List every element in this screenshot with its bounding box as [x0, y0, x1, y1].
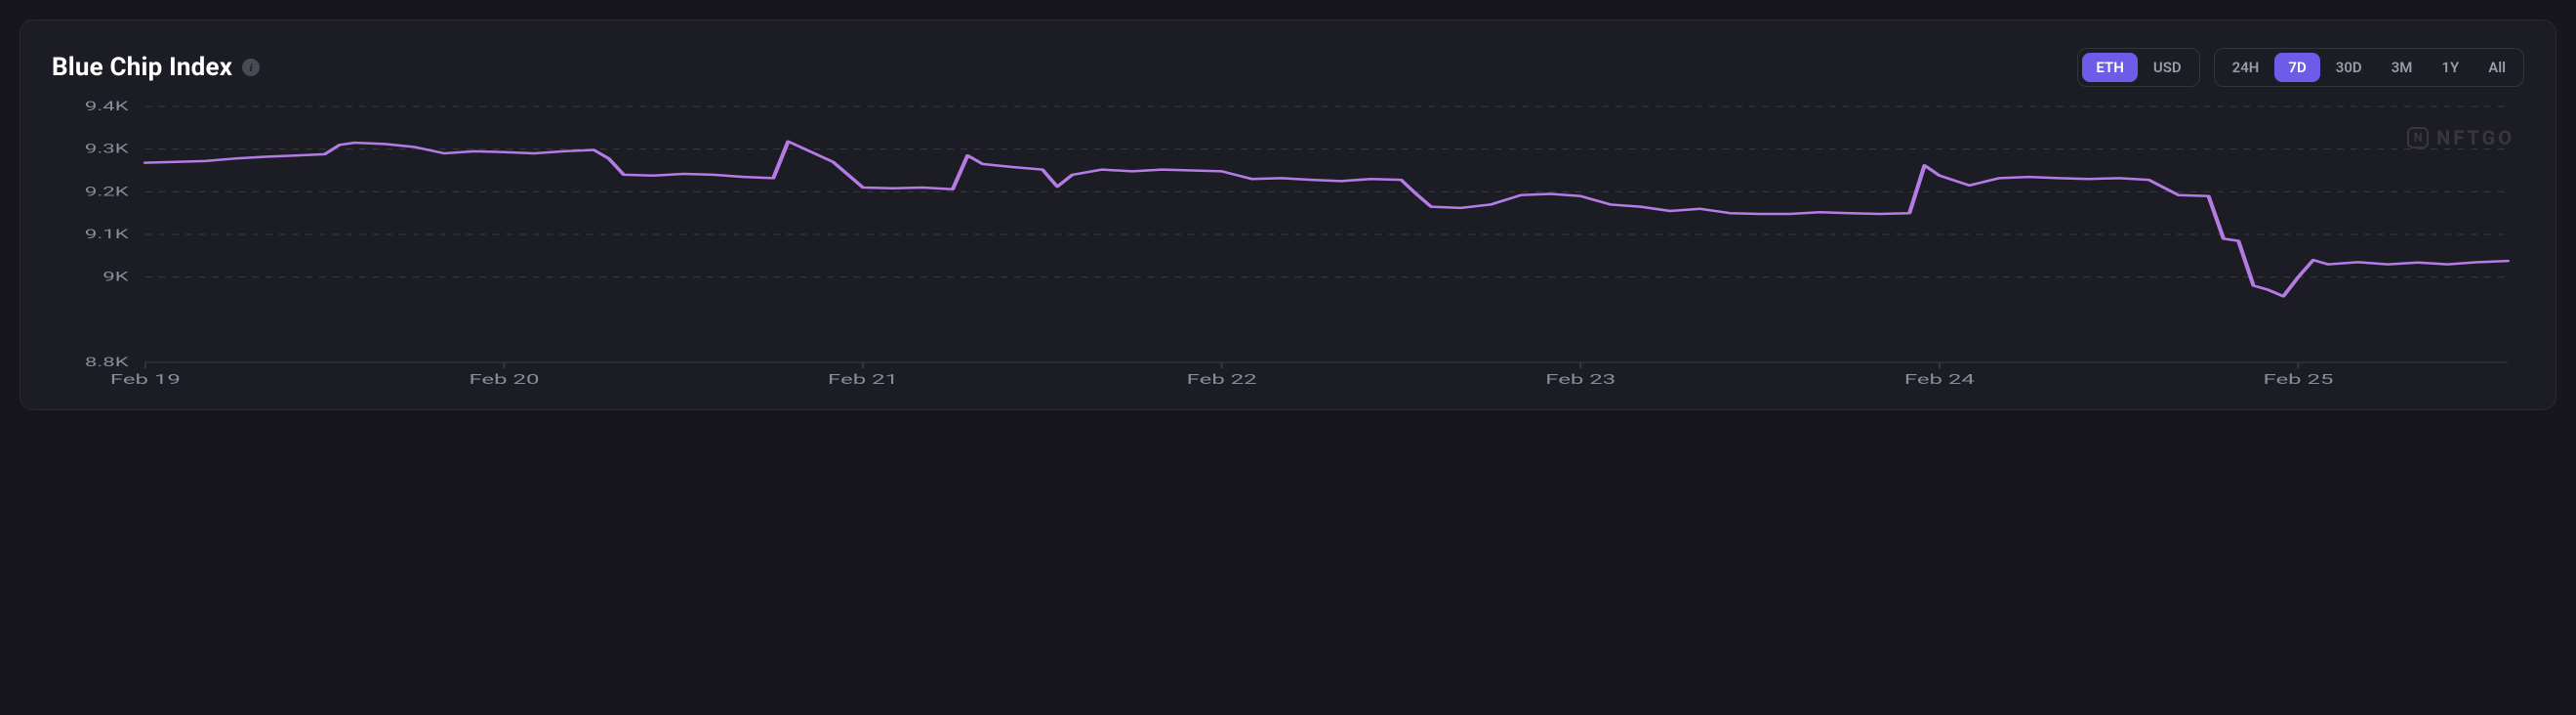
range-option-24h[interactable]: 24H: [2219, 53, 2273, 82]
currency-toggle: ETHUSD: [2077, 48, 2199, 87]
chart-area: N NFTGO 8.8K9K9.1K9.2K9.3K9.4KFeb 19Feb …: [52, 99, 2524, 392]
card-header: Blue Chip Index i ETHUSD 24H7D30D3M1YAll: [52, 48, 2524, 87]
blue-chip-index-card: Blue Chip Index i ETHUSD 24H7D30D3M1YAll…: [20, 20, 2556, 410]
svg-text:9.1K: 9.1K: [85, 228, 130, 242]
currency-option-eth[interactable]: ETH: [2082, 53, 2137, 82]
svg-text:Feb 19: Feb 19: [110, 371, 181, 387]
controls: ETHUSD 24H7D30D3M1YAll: [2077, 48, 2524, 87]
svg-text:9.3K: 9.3K: [85, 142, 130, 156]
range-toggle: 24H7D30D3M1YAll: [2214, 48, 2524, 87]
svg-text:9K: 9K: [102, 270, 129, 284]
info-icon[interactable]: i: [242, 59, 260, 76]
svg-text:Feb 22: Feb 22: [1187, 371, 1257, 387]
svg-text:Feb 23: Feb 23: [1545, 371, 1615, 387]
card-title: Blue Chip Index: [52, 53, 232, 82]
svg-text:9.4K: 9.4K: [85, 100, 130, 114]
svg-text:Feb 24: Feb 24: [1904, 371, 1975, 387]
line-chart: 8.8K 9K 9.1K 9.2K 9.3K 9.4K Feb 19 Feb 20 Feb 21…: [52, 99, 2524, 392]
svg-text:8.8K: 8.8K: [85, 356, 130, 370]
title-wrap: Blue Chip Index i: [52, 53, 260, 82]
range-option-3m[interactable]: 3M: [2378, 53, 2427, 82]
svg-text:Feb 25: Feb 25: [2263, 371, 2333, 387]
svg-text:Feb 20: Feb 20: [469, 371, 539, 387]
range-option-all[interactable]: All: [2474, 53, 2519, 82]
range-option-7d[interactable]: 7D: [2274, 53, 2319, 82]
svg-text:9.2K: 9.2K: [85, 185, 130, 199]
range-option-1y[interactable]: 1Y: [2428, 53, 2473, 82]
range-option-30d[interactable]: 30D: [2322, 53, 2376, 82]
svg-text:Feb 21: Feb 21: [828, 371, 898, 387]
currency-option-usd[interactable]: USD: [2140, 53, 2195, 82]
